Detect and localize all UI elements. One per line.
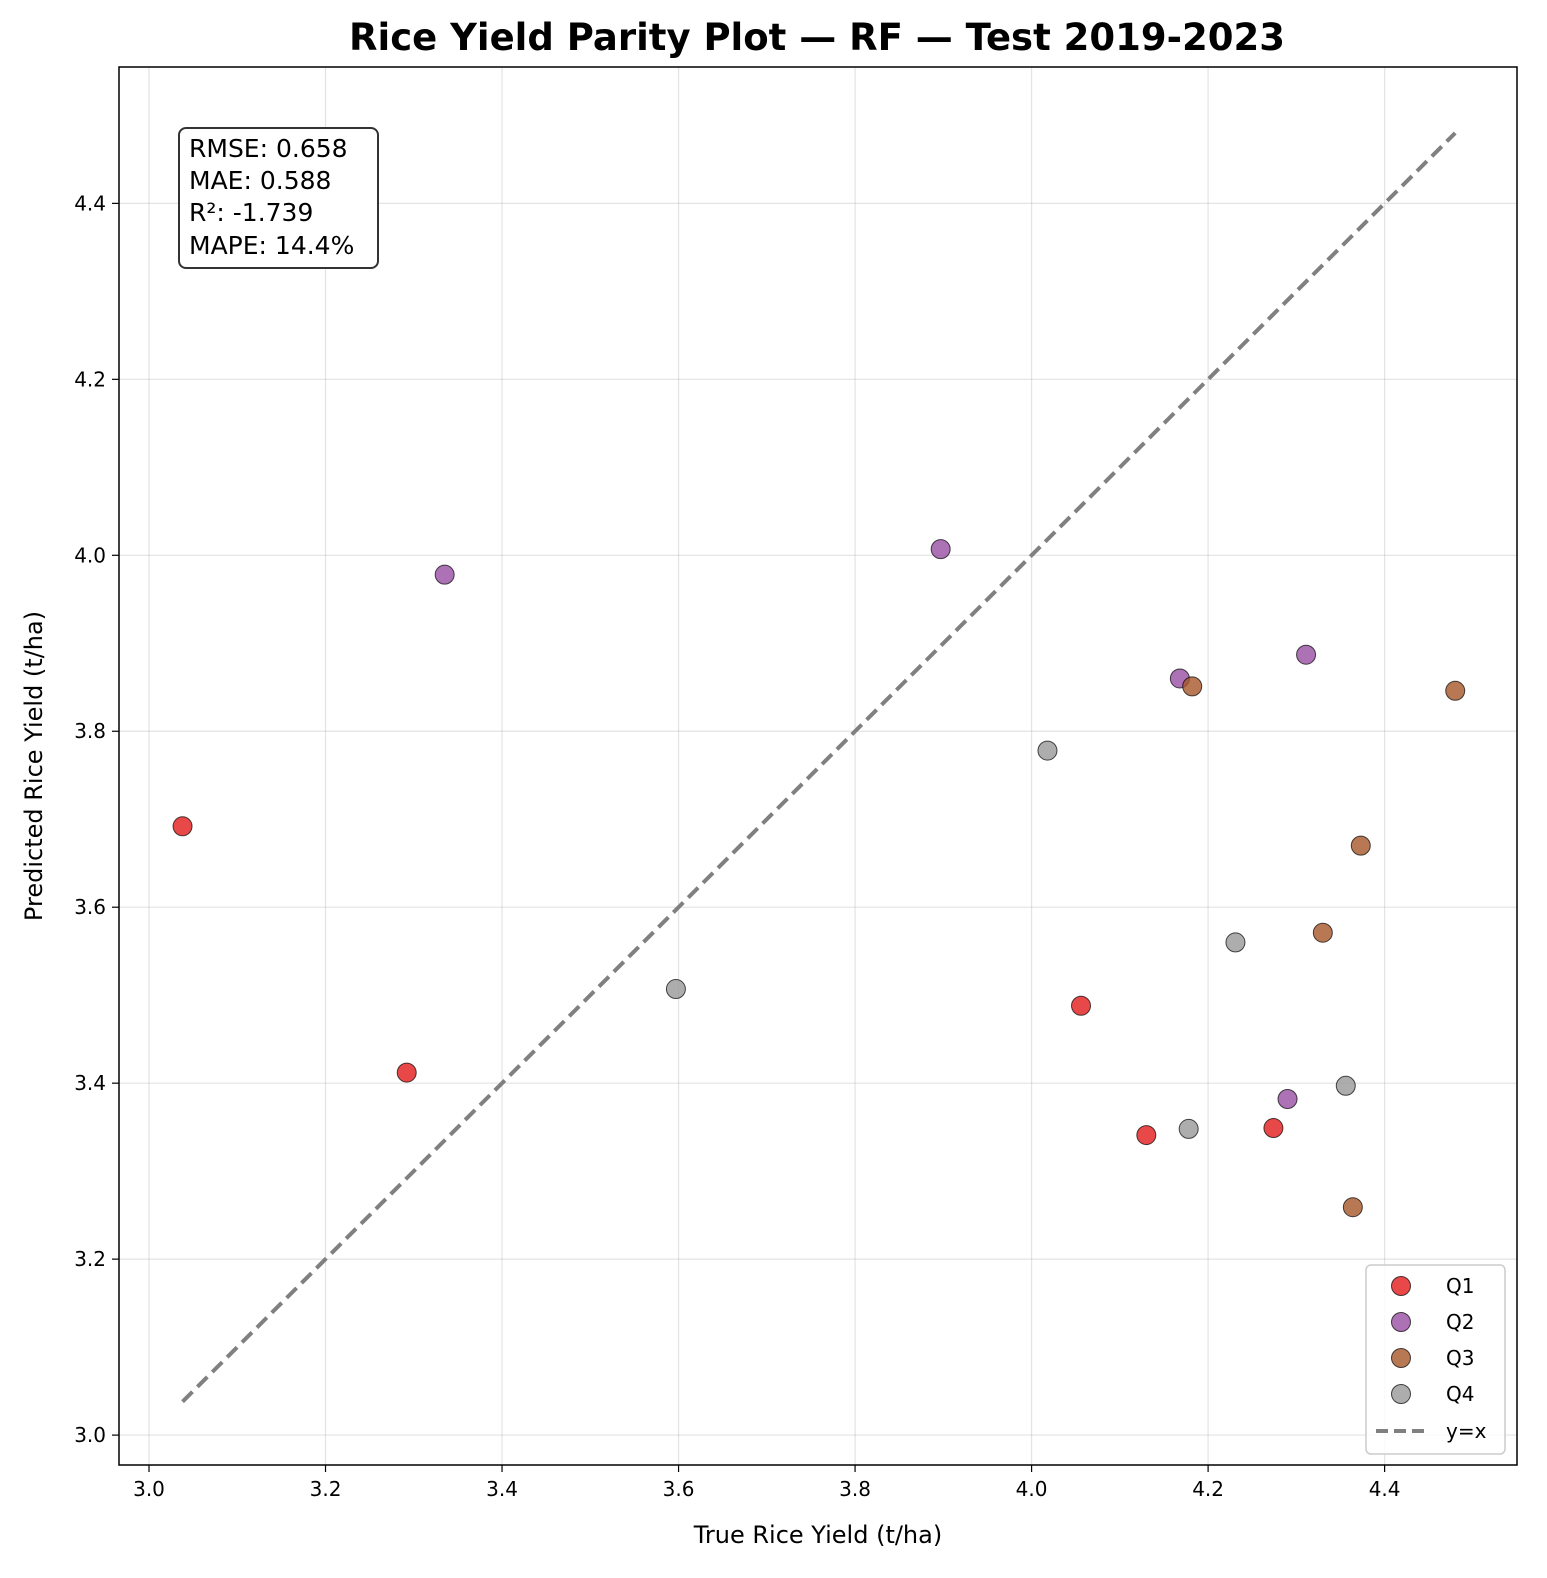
legend-label-q3: Q3 bbox=[1446, 1346, 1474, 1370]
y-tick-label: 3.6 bbox=[74, 895, 106, 919]
data-point-q4 bbox=[665, 979, 686, 1000]
x-tick-label: 3.0 bbox=[133, 1477, 165, 1501]
stats-mape: MAPE: 14.4% bbox=[189, 231, 354, 260]
y-axis-label: Predicted Rice Yield (t/ha) bbox=[20, 611, 48, 921]
stats-box: RMSE: 0.658 MAE: 0.588 R²: -1.739 MAPE: … bbox=[178, 127, 379, 269]
data-point-q3 bbox=[1342, 1197, 1363, 1218]
data-point-q1 bbox=[1071, 995, 1092, 1016]
legend-marker-q2 bbox=[1391, 1312, 1411, 1332]
x-tick-label: 3.2 bbox=[310, 1477, 342, 1501]
stats-mae: MAE: 0.588 bbox=[189, 166, 331, 195]
data-point-q4 bbox=[1037, 740, 1058, 761]
data-point-q1 bbox=[172, 816, 193, 837]
stats-box-frame bbox=[178, 127, 379, 269]
y-tick-label: 4.4 bbox=[74, 191, 106, 215]
grid-lines bbox=[119, 67, 1517, 1465]
y-axis-ticks: 3.0 3.2 3.4 3.6 3.8 4.0 4.2 4.4 bbox=[74, 191, 119, 1447]
x-tick-label: 3.4 bbox=[486, 1477, 518, 1501]
legend-marker-q1 bbox=[1391, 1276, 1411, 1296]
data-point-q3 bbox=[1445, 680, 1466, 701]
data-point-q1 bbox=[396, 1062, 417, 1083]
x-tick-label: 3.8 bbox=[839, 1477, 871, 1501]
chart-title: Rice Yield Parity Plot — RF — Test 2019-… bbox=[349, 16, 1285, 59]
x-tick-label: 4.2 bbox=[1192, 1477, 1224, 1501]
y-tick-label: 3.4 bbox=[74, 1071, 106, 1095]
data-point-q3 bbox=[1350, 835, 1371, 856]
data-point-q3 bbox=[1182, 676, 1203, 697]
legend-label-yx: y=x bbox=[1446, 1419, 1487, 1443]
x-tick-label: 3.6 bbox=[663, 1477, 695, 1501]
data-point-q4 bbox=[1225, 932, 1246, 953]
data-point-q4 bbox=[1335, 1075, 1356, 1096]
plot-frame bbox=[118, 66, 1518, 1466]
x-axis-ticks: 3.0 3.2 3.4 3.6 3.8 4.0 4.2 4.4 bbox=[133, 1465, 1401, 1501]
y-tick-label: 3.2 bbox=[74, 1247, 106, 1271]
legend-marker-q4 bbox=[1391, 1384, 1411, 1404]
x-axis-label: True Rice Yield (t/ha) bbox=[693, 1521, 942, 1549]
data-point-q1 bbox=[1136, 1125, 1157, 1146]
y-tick-label: 3.8 bbox=[74, 719, 106, 743]
data-point-q2 bbox=[1296, 644, 1317, 665]
stats-rmse: RMSE: 0.658 bbox=[189, 134, 348, 163]
x-tick-label: 4.0 bbox=[1016, 1477, 1048, 1501]
legend: Q1 Q2 Q3 Q4 y=x bbox=[1365, 1264, 1506, 1455]
data-point-q3 bbox=[1312, 922, 1333, 943]
data-points bbox=[172, 539, 1466, 1218]
data-point-q1 bbox=[1263, 1118, 1284, 1139]
legend-label-q4: Q4 bbox=[1446, 1382, 1474, 1406]
legend-label-q1: Q1 bbox=[1446, 1274, 1474, 1298]
reference-line-group bbox=[181, 131, 1457, 1404]
legend-marker-q3 bbox=[1391, 1348, 1411, 1368]
y-tick-label: 4.2 bbox=[74, 367, 106, 391]
y-tick-label: 3.0 bbox=[74, 1423, 106, 1447]
y-tick-label: 4.0 bbox=[74, 543, 106, 567]
data-point-q2 bbox=[434, 564, 455, 585]
data-point-q4 bbox=[1178, 1118, 1199, 1139]
stats-r2: R²: -1.739 bbox=[189, 198, 313, 227]
legend-label-q2: Q2 bbox=[1446, 1310, 1474, 1334]
x-tick-label: 4.4 bbox=[1369, 1477, 1401, 1501]
data-point-q2 bbox=[930, 539, 951, 560]
data-point-q2 bbox=[1277, 1089, 1298, 1110]
reference-line-yx bbox=[181, 131, 1457, 1404]
